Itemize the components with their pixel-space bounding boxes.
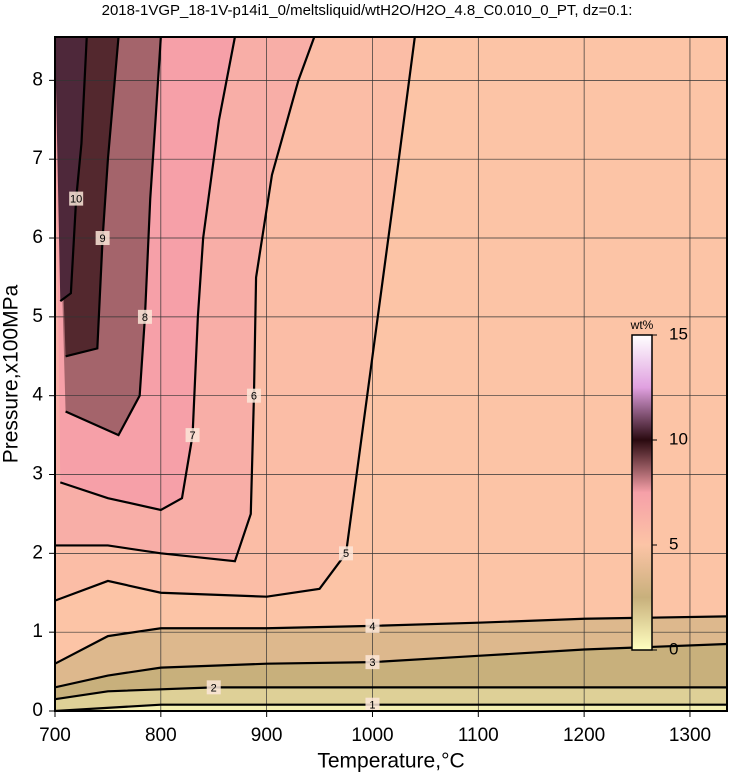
colorbar-tick-label: 0 — [669, 639, 678, 658]
contour-label: 2 — [211, 682, 217, 694]
colorbar-tick-label: 15 — [669, 324, 688, 343]
y-tick-label: 1 — [32, 621, 43, 642]
y-tick-label: 3 — [32, 464, 43, 485]
y-axis-label: Pressure,x100MPa — [0, 284, 23, 463]
contour-label-box — [339, 546, 354, 561]
x-tick-label: 1100 — [458, 725, 499, 746]
contour-label: 3 — [369, 657, 375, 669]
contour-line — [55, 703, 727, 711]
y-tick-label: 5 — [32, 306, 43, 327]
contour-line — [55, 642, 727, 689]
contour-label-box — [246, 388, 261, 403]
x-tick-label: 1300 — [669, 725, 711, 746]
contour-label-box — [137, 309, 152, 324]
contour-label-box — [69, 191, 84, 206]
plot-area: 1 2 3 4 5 6 7 8 9 10 — [55, 37, 727, 712]
contour-label-box — [206, 680, 221, 695]
colorbar — [631, 334, 653, 651]
contour-line — [55, 37, 416, 602]
contour-line — [55, 37, 316, 563]
chart-title: 2018-1VGP_18-1V-p14i1_0/meltsliquid/wtH2… — [102, 2, 633, 19]
colorbar-tick-label: 5 — [669, 534, 678, 553]
contour-label-box — [365, 697, 380, 711]
contour-label: 10 — [70, 194, 82, 206]
contour-line — [55, 615, 727, 665]
y-tick-label: 8 — [32, 69, 43, 90]
contour-label: 4 — [369, 621, 375, 633]
x-tick-label: 700 — [39, 725, 71, 746]
contour-label: 9 — [100, 233, 106, 245]
colorbar-tick-label: 10 — [669, 429, 688, 448]
contour-label: 5 — [343, 548, 349, 560]
x-tick-label: 1000 — [351, 725, 393, 746]
contour-label-box — [185, 428, 200, 443]
contour-fill — [55, 37, 87, 302]
contour-label: 8 — [142, 312, 148, 324]
y-tick-label: 0 — [32, 700, 43, 721]
contour-fill — [55, 704, 727, 711]
y-tick-label: 2 — [32, 542, 43, 563]
contour-label: 7 — [190, 430, 196, 442]
contour-label-box — [365, 618, 380, 633]
x-axis-label: Temperature,°C — [317, 750, 464, 773]
contour-label: 6 — [251, 391, 257, 403]
y-tick-label: 4 — [32, 385, 43, 406]
x-tick-label: 800 — [145, 725, 177, 746]
overlay: 700 800 900 1000 1100 1200 1300012345678wt%051… — [32, 36, 728, 746]
y-tick-label: 7 — [32, 148, 43, 169]
contour-label-box — [95, 231, 110, 246]
x-tick-label: 1200 — [563, 725, 605, 746]
contour-label-box — [365, 655, 380, 670]
colorbar-label: wt% — [630, 318, 654, 332]
contour-label: 1 — [369, 700, 375, 712]
y-tick-label: 6 — [32, 227, 43, 248]
x-tick-label: 900 — [251, 725, 283, 746]
plot-frame — [54, 36, 728, 712]
